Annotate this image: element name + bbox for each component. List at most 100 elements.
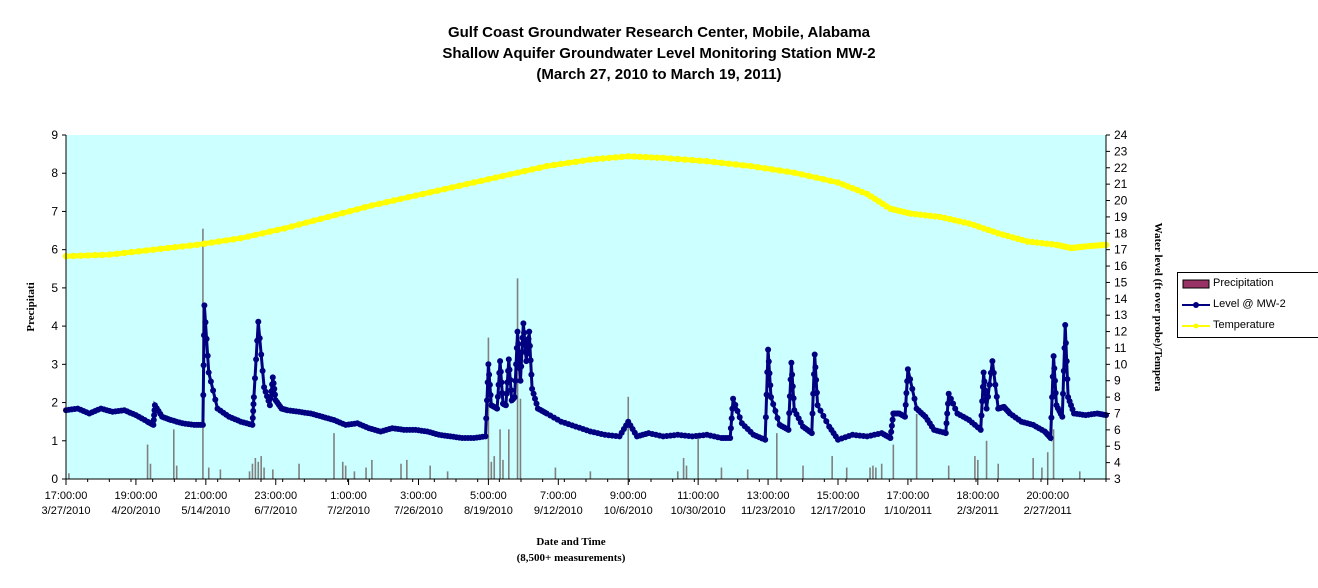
series-temp-point [980,225,987,232]
series-temp-point [696,157,703,164]
series-level-point [904,366,911,373]
precipitation-bar [172,429,175,479]
series-level-point [993,393,1000,400]
series-temp-point [776,167,783,174]
precipitation-bar [248,471,251,479]
y-tick-label: 0 [51,472,58,486]
y2-tick-label: 8 [1114,390,1121,404]
x-tick-time: 15:00:00 [817,490,860,502]
precipitation-bar [365,467,367,479]
series-level-point [270,380,277,387]
series-temp-point [1009,234,1016,241]
series-temp-point [990,228,997,235]
y2-tick-label: 11 [1114,341,1127,355]
series-temp-point [244,233,252,240]
y-tick-label: 6 [51,243,58,257]
series-temp-point [1038,239,1046,247]
series-level-point [150,417,157,423]
legend-swatch-level [1181,298,1211,312]
series-temp-point [376,200,383,207]
precipitation-bar [400,463,402,479]
level-series [63,302,1109,443]
series-temp-point [215,238,223,245]
series-temp-point [412,192,419,199]
series-temp-point [732,161,740,168]
series-level-point [519,334,526,341]
series-level-point [947,395,954,402]
precipitation-bar [263,467,265,479]
series-level-point [494,393,501,400]
precipitation-bar [257,461,260,479]
series-temp-point [654,154,661,161]
series-level-point [814,402,821,409]
series-level-point [977,426,984,433]
series-temp-point [70,252,77,260]
series-level-point [269,374,276,381]
precipitation-bar [446,471,449,479]
series-level-point [525,335,532,342]
y2-axis-label: Water level (ft over probe)/Tempera [1152,223,1164,392]
series-temp-point [419,190,427,198]
x-axis-label: Date and Time [536,536,605,548]
series-level-point [736,414,743,421]
precipitation-bar [875,467,877,479]
precipitation-bar [207,467,210,479]
series-level-point [785,426,792,433]
series-level-point [774,415,781,421]
series-temp-point [854,186,861,194]
series-level-point [768,394,774,401]
precipitation-bar [353,471,356,479]
x-tick-date: 12/17/2010 [810,505,865,517]
series-level-point [210,387,217,394]
series-temp-point [91,251,99,259]
precipitation-bar [720,467,723,479]
y-tick-label: 3 [51,357,58,371]
series-temp-point [849,185,856,192]
series-level-point [524,350,530,357]
x-axis-sublabel: (8,500+ measurements) [517,552,626,564]
series-temp-point [754,164,762,171]
x-tick-time: 1:00:00 [330,490,367,502]
precipitation-bar [333,433,335,479]
series-level-point [978,412,985,419]
series-temp-point [1029,238,1036,246]
x-tick-time: 17:00:00 [886,490,929,502]
series-level-point [813,389,820,396]
series-temp-point [711,158,718,166]
y-axis-label: Precipitati [25,282,37,331]
y-tick-label: 7 [51,204,58,218]
x-tick-date: 9/12/2010 [534,505,583,517]
series-level-point [532,395,538,402]
series-temp-point [917,211,924,218]
legend-item-level: Level @ MW-2 [1178,295,1318,315]
x-tick-date: 7/2/2010 [327,505,370,517]
y2-tick-label: 4 [1114,456,1121,470]
series-level-point [503,390,510,397]
y-tick-label: 9 [51,128,58,142]
series-level-point [250,394,257,401]
precipitation-bar [406,459,408,479]
series-temp-point [536,164,543,171]
series-temp-point [84,252,92,259]
series-temp-point [791,169,798,176]
x-tick-time: 18:00:00 [956,490,999,502]
series-level-point [887,435,894,441]
x-tick-date: 5/14/2010 [181,505,230,517]
x-tick-date: 10/6/2010 [604,505,653,517]
series-level-point [200,392,207,398]
series-temp-point [747,162,754,170]
series-temp-point [630,153,638,160]
series-level-point [788,359,795,366]
x-tick-time: 9:00:00 [610,490,647,502]
x-tick-time: 7:00:00 [540,490,577,502]
series-level-point [1060,390,1066,397]
series-level-point [1048,414,1055,421]
precipitation-bar [68,473,70,479]
series-level-point [266,402,273,409]
series-level-point [888,428,895,435]
series-level-point [528,371,535,378]
precipitation-bar [1032,457,1034,479]
series-level-point [526,328,533,335]
series-level-point [487,392,494,398]
series-level-point [505,356,512,363]
